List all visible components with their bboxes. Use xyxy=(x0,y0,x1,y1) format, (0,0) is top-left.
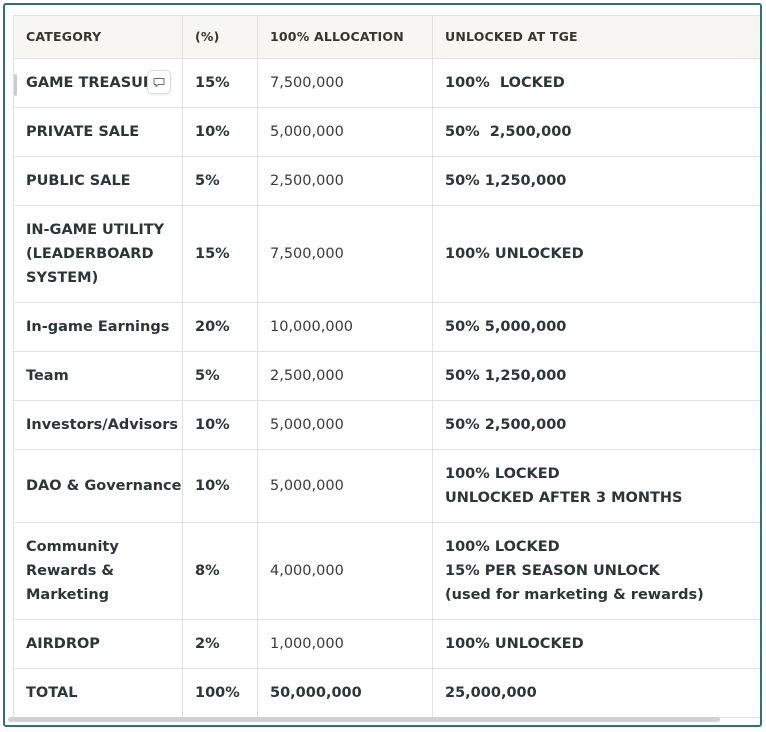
cell-unlocked[interactable]: 50% 1,250,000 xyxy=(432,156,760,206)
cell-unlocked[interactable]: 100% LOCKED UNLOCKED AFTER 3 MONTHS xyxy=(432,449,760,523)
cell-unlocked-line: 50% 2,500,000 xyxy=(445,124,572,140)
header-category[interactable]: CATEGORY xyxy=(13,15,183,59)
cell-allocation[interactable]: 50,000,000 xyxy=(257,668,433,718)
cell-unlocked[interactable]: 100% UNLOCKED xyxy=(432,619,760,669)
table-row: Team 5% 2,500,000 50% 1,250,000 xyxy=(13,351,760,401)
table-row: GAME TREASURY 15% 7,500,000 100% LOCKED xyxy=(13,58,760,108)
cell-unlocked[interactable]: 100% LOCKED xyxy=(432,58,760,108)
horizontal-scrollbar[interactable] xyxy=(8,717,720,722)
cell-percent[interactable]: 20% xyxy=(182,302,258,352)
cell-unlocked[interactable]: 50% 2,500,000 xyxy=(432,107,760,157)
cell-category[interactable]: DAO & Governance xyxy=(13,449,183,523)
table-frame: CATEGORY (%) 100% ALLOCATION UNLOCKED AT… xyxy=(3,3,762,727)
cell-allocation[interactable]: 5,000,000 xyxy=(257,449,433,523)
cell-category[interactable]: GAME TREASURY xyxy=(13,58,183,108)
cell-allocation[interactable]: 10,000,000 xyxy=(257,302,433,352)
cell-percent[interactable]: 15% xyxy=(182,205,258,303)
cell-unlocked-line: UNLOCKED AFTER 3 MONTHS xyxy=(445,490,683,506)
cell-unlocked-line: 100% LOCKED xyxy=(445,466,560,482)
cell-category[interactable]: IN-GAME UTILITY (LEADERBOARD SYSTEM) xyxy=(13,205,183,303)
table-row: PUBLIC SALE 5% 2,500,000 50% 1,250,000 xyxy=(13,156,760,206)
cell-category-text: GAME TREASURY xyxy=(26,75,148,91)
cell-percent[interactable]: 10% xyxy=(182,107,258,157)
table-row: PRIVATE SALE 10% 5,000,000 50% 2,500,000 xyxy=(13,107,760,157)
cell-unlocked-line: 100% LOCKED xyxy=(445,539,560,555)
cell-percent[interactable]: 10% xyxy=(182,400,258,450)
cell-percent[interactable]: 8% xyxy=(182,522,258,620)
table-row: IN-GAME UTILITY (LEADERBOARD SYSTEM) 15%… xyxy=(13,205,760,303)
cell-category-line: Community xyxy=(26,539,119,555)
cell-allocation[interactable]: 7,500,000 xyxy=(257,205,433,303)
cell-category[interactable]: Community Rewards & Marketing xyxy=(13,522,183,620)
tokenomics-table: CATEGORY (%) 100% ALLOCATION UNLOCKED AT… xyxy=(13,15,760,718)
cell-category[interactable]: PUBLIC SALE xyxy=(13,156,183,206)
cell-category[interactable]: Team xyxy=(13,351,183,401)
category-with-comment: GAME TREASURY xyxy=(26,70,171,95)
cell-percent[interactable]: 15% xyxy=(182,58,258,108)
cell-category[interactable]: Investors/Advisors xyxy=(13,400,183,450)
cell-percent[interactable]: 2% xyxy=(182,619,258,669)
table-row: AIRDROP 2% 1,000,000 100% UNLOCKED xyxy=(13,619,760,669)
cell-allocation[interactable]: 4,000,000 xyxy=(257,522,433,620)
cell-unlocked[interactable]: 25,000,000 xyxy=(432,668,760,718)
table-row: In-game Earnings 20% 10,000,000 50% 5,00… xyxy=(13,302,760,352)
cell-unlocked[interactable]: 100% LOCKED 15% PER SEASON UNLOCK (used … xyxy=(432,522,760,620)
table-row: Community Rewards & Marketing 8% 4,000,0… xyxy=(13,522,760,620)
cell-unlocked-line: (used for marketing & rewards) xyxy=(445,587,704,603)
cell-unlocked-line: 15% PER SEASON UNLOCK xyxy=(445,563,660,579)
cell-category-line: (LEADERBOARD xyxy=(26,246,154,262)
cell-allocation[interactable]: 2,500,000 xyxy=(257,351,433,401)
cell-allocation[interactable]: 7,500,000 xyxy=(257,58,433,108)
cell-unlocked[interactable]: 50% 2,500,000 xyxy=(432,400,760,450)
cell-category-line: IN-GAME UTILITY xyxy=(26,222,165,238)
cell-unlocked-line: 100% LOCKED xyxy=(445,75,565,91)
header-percent[interactable]: (%) xyxy=(182,15,258,59)
cell-allocation[interactable]: 5,000,000 xyxy=(257,400,433,450)
table-header-row: CATEGORY (%) 100% ALLOCATION UNLOCKED AT… xyxy=(13,15,760,59)
table-row-total: TOTAL 100% 50,000,000 25,000,000 xyxy=(13,668,760,718)
cell-percent[interactable]: 5% xyxy=(182,156,258,206)
cell-category[interactable]: TOTAL xyxy=(13,668,183,718)
cell-percent[interactable]: 10% xyxy=(182,449,258,523)
cell-allocation[interactable]: 2,500,000 xyxy=(257,156,433,206)
cell-category-line: Rewards & xyxy=(26,563,115,579)
cell-allocation[interactable]: 1,000,000 xyxy=(257,619,433,669)
cell-category[interactable]: PRIVATE SALE xyxy=(13,107,183,157)
cell-unlocked[interactable]: 100% UNLOCKED xyxy=(432,205,760,303)
cell-allocation[interactable]: 5,000,000 xyxy=(257,107,433,157)
add-comment-button[interactable] xyxy=(147,70,171,94)
cell-unlocked[interactable]: 50% 5,000,000 xyxy=(432,302,760,352)
header-unlocked-at-tge[interactable]: UNLOCKED AT TGE xyxy=(432,15,760,59)
cell-category[interactable]: AIRDROP xyxy=(13,619,183,669)
table-row: Investors/Advisors 10% 5,000,000 50% 2,5… xyxy=(13,400,760,450)
cell-unlocked[interactable]: 50% 1,250,000 xyxy=(432,351,760,401)
cell-category-line: SYSTEM) xyxy=(26,270,99,286)
table-row: DAO & Governance 10% 5,000,000 100% LOCK… xyxy=(13,449,760,523)
cell-percent[interactable]: 100% xyxy=(182,668,258,718)
cell-percent[interactable]: 5% xyxy=(182,351,258,401)
cell-category[interactable]: In-game Earnings xyxy=(13,302,183,352)
cell-category-line: Marketing xyxy=(26,587,110,603)
comment-icon xyxy=(153,77,165,88)
header-allocation[interactable]: 100% ALLOCATION xyxy=(257,15,433,59)
